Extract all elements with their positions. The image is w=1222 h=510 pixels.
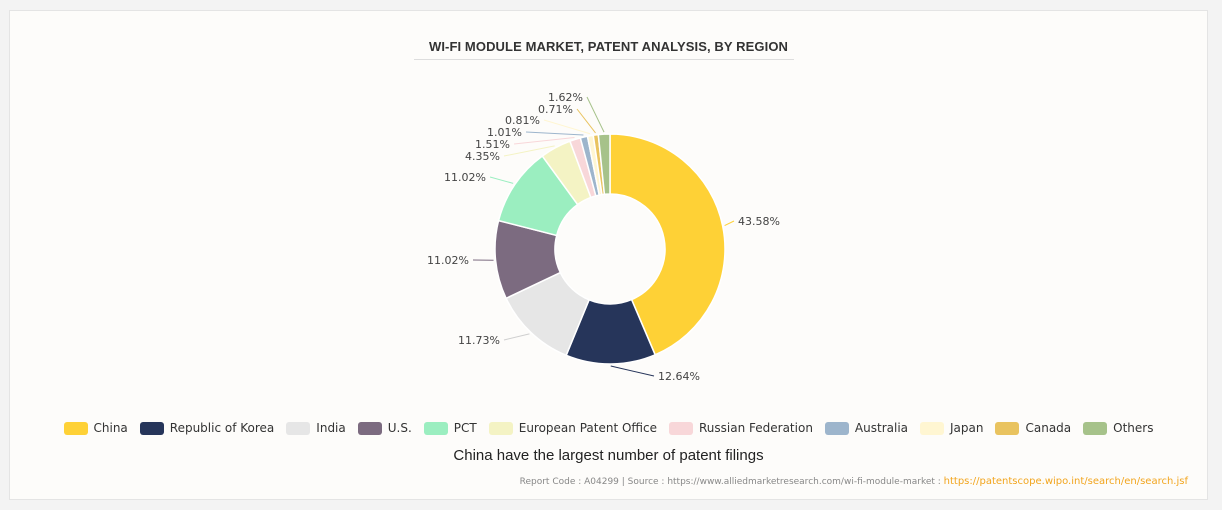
data-label-u-s: 11.02% — [427, 254, 469, 267]
legend-swatch — [995, 421, 1020, 435]
leader-line-australia — [525, 131, 584, 136]
data-label-russian-federation: 1.51% — [475, 138, 510, 151]
legend-swatch — [920, 421, 945, 435]
leader-line-republic-of-korea — [610, 365, 655, 377]
legend-label: China — [93, 421, 128, 435]
legend-label: India — [316, 421, 346, 435]
legend-swatch — [139, 421, 164, 435]
data-label-india: 11.73% — [458, 334, 500, 347]
legend-item-others[interactable]: Others — [1083, 421, 1153, 435]
legend-item-india[interactable]: India — [286, 421, 346, 435]
legend-item-china[interactable]: China — [63, 421, 128, 435]
legend-swatch — [1083, 421, 1108, 435]
report-source-text: Report Code : A04299 | Source : https://… — [519, 477, 944, 487]
chart-legend: China Republic of Korea India U.S. PCT Europe… — [10, 421, 1207, 435]
leader-line-russian-federation — [513, 137, 575, 145]
leader-line-japan — [543, 119, 591, 135]
legend-swatch — [357, 421, 382, 435]
data-label-canada: 0.71% — [538, 103, 573, 116]
legend-item-japan[interactable]: Japan — [920, 421, 983, 435]
slice-china[interactable] — [609, 133, 726, 356]
leader-line-european-patent-office — [503, 145, 555, 157]
leader-line-canada — [576, 108, 596, 134]
legend-label: European Patent Office — [518, 421, 657, 435]
legend-label: Russian Federation — [699, 421, 813, 435]
legend-item-u-s[interactable]: U.S. — [357, 421, 412, 435]
legend-label: PCT — [453, 421, 477, 435]
leader-line-pct — [489, 176, 514, 184]
legend-label: Canada — [1025, 421, 1072, 435]
chart-subtitle: China have the largest number of patent … — [453, 447, 764, 464]
legend-swatch — [63, 421, 88, 435]
legend-swatch — [286, 421, 311, 435]
legend-item-russian-federation[interactable]: Russian Federation — [669, 421, 813, 435]
legend-swatch — [488, 421, 513, 435]
legend-label: Japan — [950, 421, 984, 435]
legend-swatch — [669, 421, 693, 435]
data-label-republic-of-korea: 12.64% — [658, 370, 700, 383]
data-label-australia: 1.01% — [487, 126, 522, 139]
legend-label: Republic of Korea — [169, 421, 275, 435]
legend-item-canada[interactable]: Canada — [995, 421, 1071, 435]
data-label-japan: 0.81% — [505, 114, 540, 127]
leader-line-china — [724, 220, 735, 227]
legend-item-australia[interactable]: Australia — [824, 421, 909, 435]
source-note: Report Code : A04299 | Source : https://… — [520, 476, 1188, 487]
legend-label: Australia — [854, 421, 909, 435]
chart-title: WI-FI MODULE MARKET, PATENT ANALYSIS, BY… — [428, 39, 789, 54]
legend-item-republic-of-korea[interactable]: Republic of Korea — [139, 421, 275, 435]
legend-item-european-patent-office[interactable]: European Patent Office — [488, 421, 657, 435]
data-label-others: 1.62% — [548, 91, 583, 104]
data-label-european-patent-office: 4.35% — [465, 150, 500, 163]
leader-line-others — [586, 96, 605, 133]
source-link[interactable]: https://patentscope.wipo.int/search/en/s… — [943, 476, 1188, 487]
legend-item-pct[interactable]: PCT — [423, 421, 477, 435]
donut-chart: 43.58% 12.64% 11.73% 11.02% 11.02% 4.35%1.51%… — [427, 91, 780, 383]
title-divider — [414, 59, 794, 60]
chart-card: WI-FI MODULE MARKET, PATENT ANALYSIS, BY… — [9, 10, 1208, 500]
data-label-pct: 11.02% — [444, 171, 486, 184]
legend-label: Others — [1113, 421, 1154, 435]
slice-others[interactable] — [597, 133, 611, 196]
legend-swatch — [423, 421, 448, 435]
legend-label: U.S. — [387, 421, 412, 435]
legend-swatch — [824, 421, 849, 435]
data-label-china: 43.58% — [738, 215, 780, 228]
leader-line-india — [503, 333, 530, 341]
